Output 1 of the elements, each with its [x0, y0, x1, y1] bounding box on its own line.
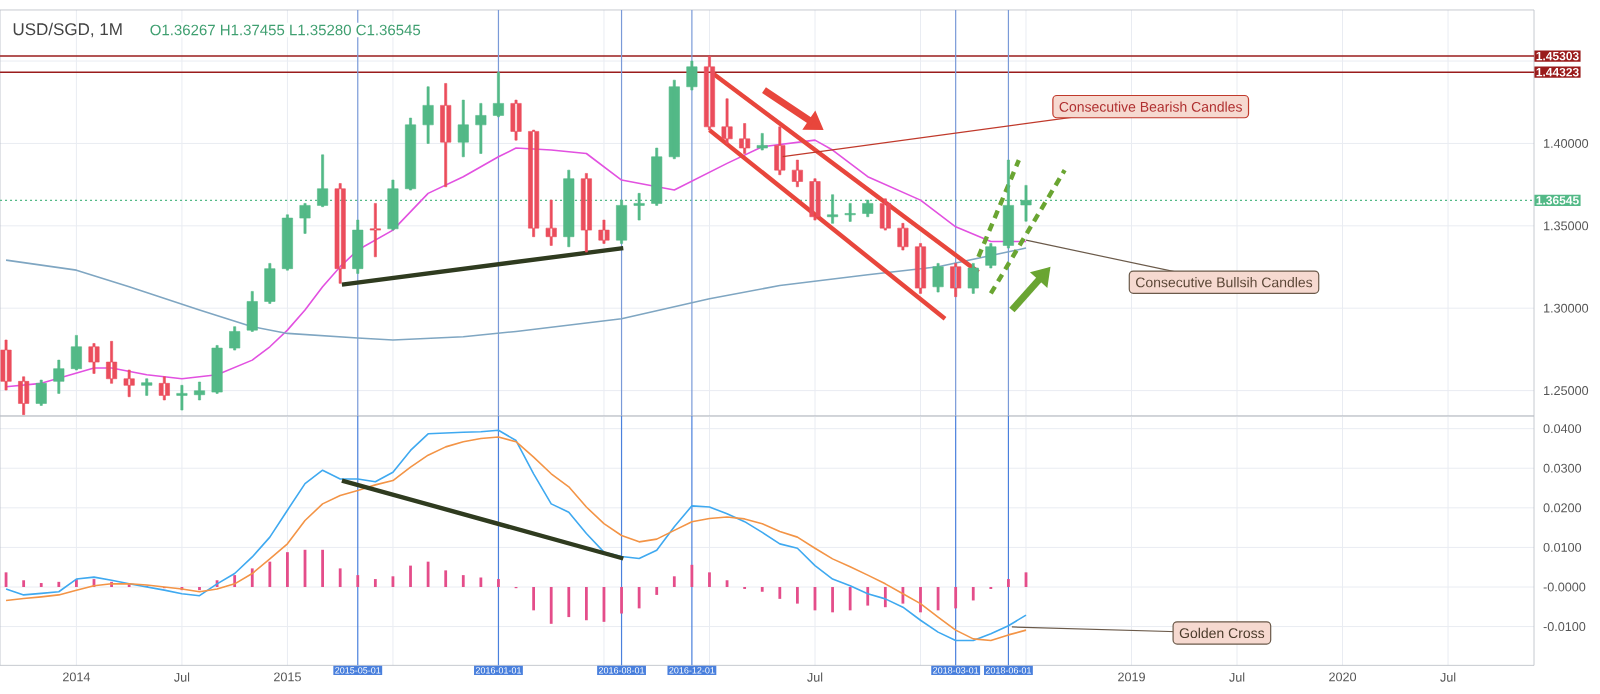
- text: USD/SGD, 1M: [13, 22, 122, 38]
